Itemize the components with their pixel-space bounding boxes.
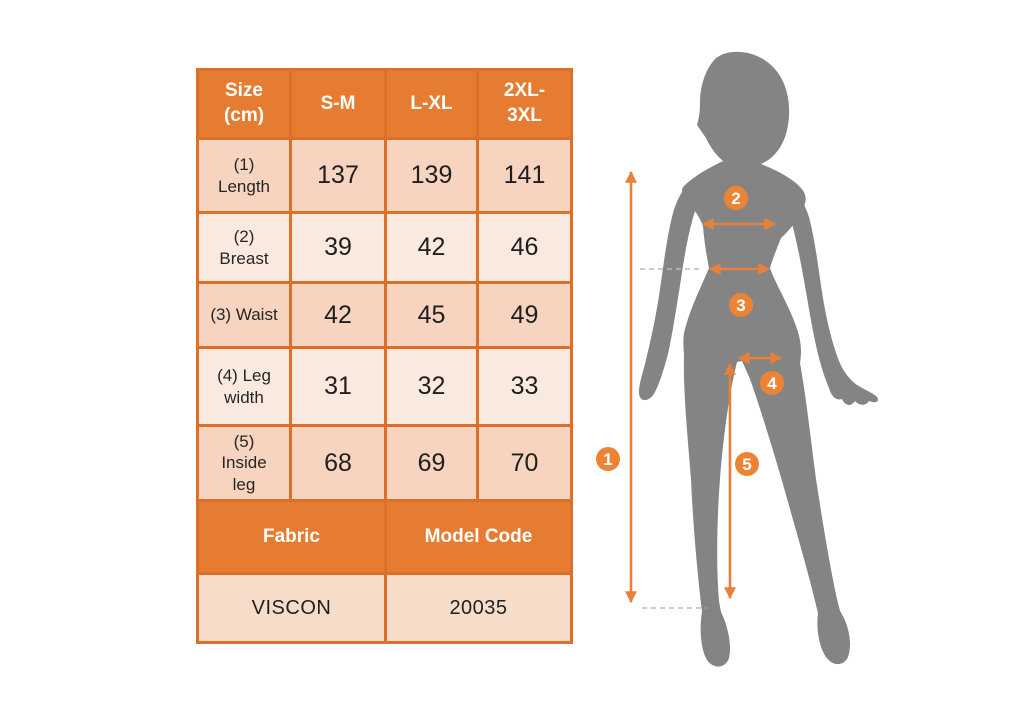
cell-leg-width-s-m: 31 <box>292 349 384 424</box>
marker-badges: 1 2 3 4 5 <box>596 186 784 476</box>
marker-2-label: 2 <box>731 189 740 208</box>
marker-4-badge <box>760 371 784 395</box>
cell-length-2xl-3xl: 141 <box>479 140 570 211</box>
cell-breast-2xl-3xl: 46 <box>479 214 570 281</box>
left-arm <box>638 175 709 401</box>
right-arm <box>779 179 879 405</box>
marker-5-badge <box>735 452 759 476</box>
column-header-l-xl: L-XL <box>387 71 476 137</box>
measurement-figure: 1 2 3 4 5 <box>596 51 879 667</box>
column-header-2xl-3xl: 2XL- 3XL <box>479 71 570 137</box>
cell-inside-leg-s-m: 68 <box>292 427 384 499</box>
cell-leg-width-2xl-3xl: 33 <box>479 349 570 424</box>
cell-inside-leg-2xl-3xl: 70 <box>479 427 570 499</box>
cell-waist-s-m: 42 <box>292 284 384 346</box>
marker-1-badge <box>596 447 620 471</box>
row-label-inside-leg: (5) Inside leg <box>199 427 289 499</box>
model-code-value: 20035 <box>387 575 570 641</box>
cell-waist-2xl-3xl: 49 <box>479 284 570 346</box>
marker-4-label: 4 <box>767 374 777 393</box>
fabric-header: Fabric <box>199 502 384 572</box>
cell-length-l-xl: 139 <box>387 140 476 211</box>
cell-leg-width-l-xl: 32 <box>387 349 476 424</box>
size-table: Size (cm) S-M L-XL 2XL- 3XL (1) Length 1… <box>196 68 573 644</box>
cell-length-s-m: 137 <box>292 140 384 211</box>
row-label-breast: (2) Breast <box>199 214 289 281</box>
marker-3-badge <box>729 293 753 317</box>
cell-inside-leg-l-xl: 69 <box>387 427 476 499</box>
model-code-header: Model Code <box>387 502 570 572</box>
row-label-length: (1) Length <box>199 140 289 211</box>
marker-3-label: 3 <box>736 296 745 315</box>
cell-breast-s-m: 39 <box>292 214 384 281</box>
marker-2-badge <box>724 186 748 210</box>
column-header-size-cm: Size (cm) <box>199 71 289 137</box>
row-label-waist: (3) Waist <box>199 284 289 346</box>
cell-breast-l-xl: 42 <box>387 214 476 281</box>
marker-5-label: 5 <box>742 455 751 474</box>
column-header-s-m: S-M <box>292 71 384 137</box>
cell-waist-l-xl: 45 <box>387 284 476 346</box>
row-label-leg-width: (4) Leg width <box>199 349 289 424</box>
fabric-value: VISCON <box>199 575 384 641</box>
marker-1-label: 1 <box>603 450 612 469</box>
